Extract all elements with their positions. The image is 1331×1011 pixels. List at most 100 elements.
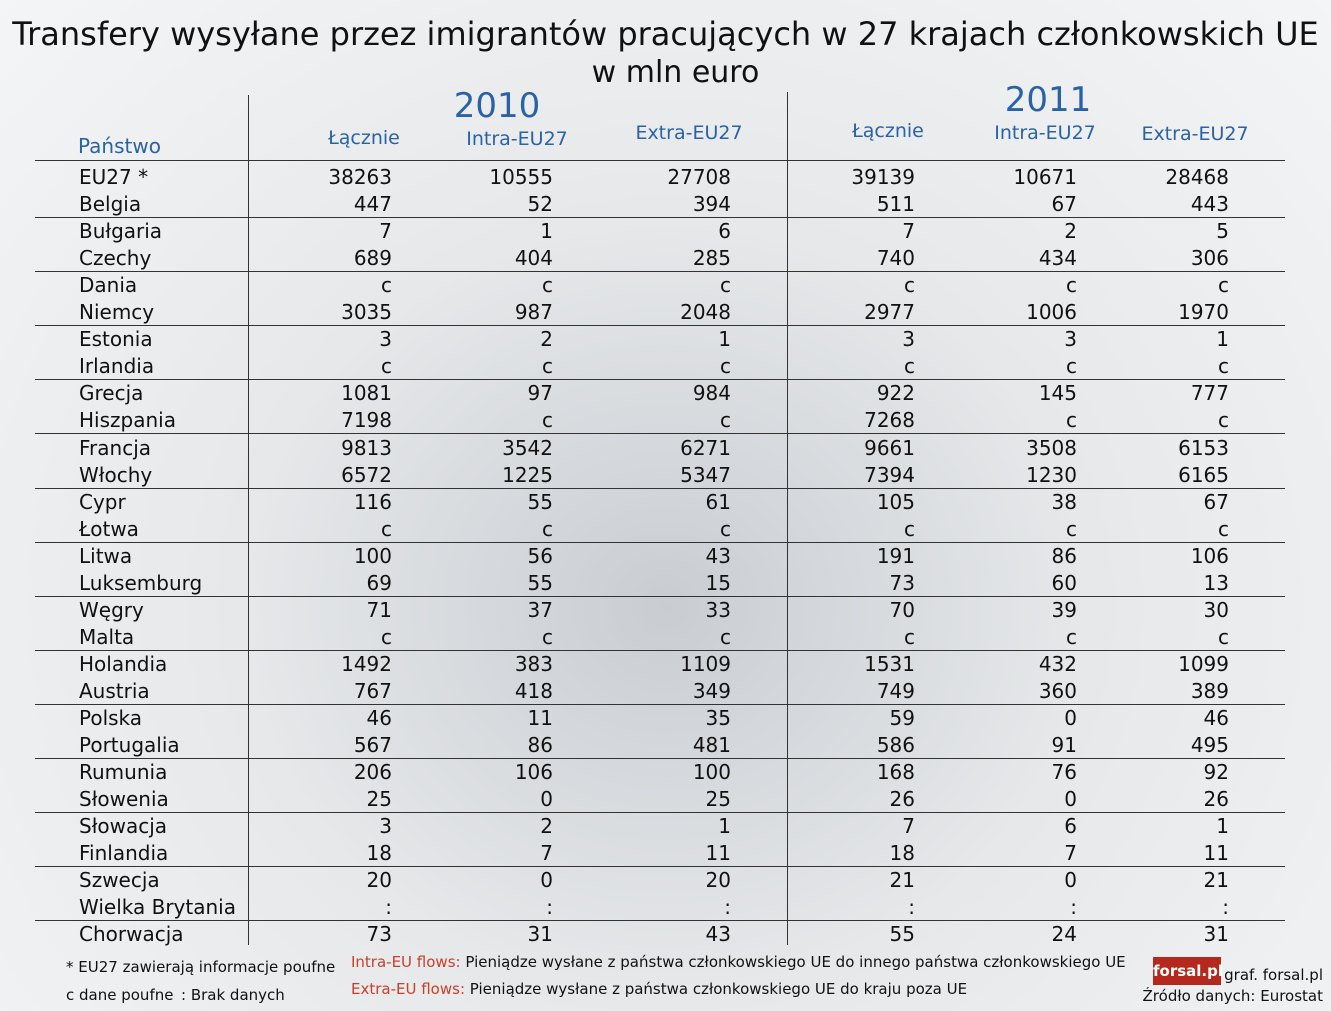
cell: 69 — [366, 570, 392, 595]
cell: 46 — [1203, 706, 1229, 730]
cell: 15 — [705, 570, 731, 595]
title: Transfery wysyłane przez imigrantów prac… — [12, 15, 1319, 53]
country: Malta — [79, 624, 135, 649]
subtitle: w mln euro — [591, 55, 760, 90]
cell: 100 — [353, 543, 392, 568]
cell: c — [1066, 273, 1077, 298]
country: Niemcy — [79, 300, 155, 325]
country: Hiszpania — [79, 408, 176, 433]
cell: 1230 — [1026, 462, 1077, 487]
cell: 86 — [527, 733, 553, 758]
cell: 6271 — [680, 435, 731, 460]
cell: 740 — [876, 246, 915, 271]
cell: 3 — [902, 327, 915, 352]
cell: c — [904, 273, 915, 298]
source: Źródło danych: Eurostat — [1142, 987, 1323, 1005]
cell: 2 — [1064, 219, 1077, 244]
cell: 404 — [514, 246, 553, 271]
cell: 0 — [540, 787, 553, 812]
cell: 73 — [889, 570, 915, 595]
cell: 20 — [366, 868, 392, 893]
cell: c — [1066, 624, 1077, 649]
country: Irlandia — [79, 354, 155, 379]
cell: 18 — [889, 841, 915, 866]
column-header: Intra-EU27 — [994, 122, 1096, 144]
cell: c — [542, 408, 553, 433]
cell: c — [904, 354, 915, 379]
cell: 1 — [540, 219, 553, 244]
cell: 116 — [353, 489, 392, 514]
cell: 418 — [514, 678, 553, 703]
column-header: Intra-EU27 — [466, 128, 568, 150]
legend-label: Intra-EU flows: — [351, 953, 461, 971]
cell: 2 — [540, 814, 553, 839]
country: Austria — [79, 678, 150, 703]
cell: 7394 — [864, 462, 915, 487]
cell: 7 — [1064, 841, 1077, 866]
cell: 38263 — [328, 165, 392, 189]
legend-line: Intra-EU flows: Pieniądze wysłane z pańs… — [351, 955, 1126, 970]
cell: 0 — [540, 868, 553, 893]
cell: 55 — [889, 922, 915, 947]
cell: 67 — [1203, 489, 1229, 514]
cell: : — [724, 895, 731, 920]
cell: 1531 — [864, 651, 915, 676]
cell: 586 — [876, 733, 915, 758]
cell: 3035 — [341, 300, 392, 325]
cell: c — [1218, 516, 1229, 541]
cell: 56 — [527, 543, 553, 568]
cell: 52 — [527, 192, 553, 217]
row-rule — [35, 217, 1285, 218]
cell: c — [1218, 273, 1229, 298]
column-header: Łącznie — [328, 127, 400, 149]
country: Cypr — [79, 489, 126, 514]
cell: 7 — [902, 219, 915, 244]
cell: c — [542, 273, 553, 298]
cell: 1225 — [502, 462, 553, 487]
cell: 7198 — [341, 408, 392, 433]
cell: 567 — [353, 733, 392, 758]
cell: 6 — [1064, 814, 1077, 839]
cell: 3 — [379, 327, 392, 352]
cell: 1970 — [1178, 300, 1229, 325]
cell: 389 — [1190, 678, 1229, 703]
cell: 383 — [514, 651, 553, 676]
cell: 495 — [1190, 733, 1229, 758]
cell: 7 — [902, 814, 915, 839]
cell: 91 — [1051, 733, 1077, 758]
country: Łotwa — [79, 516, 139, 541]
cell: 360 — [1038, 678, 1077, 703]
cell: 1 — [718, 814, 731, 839]
cell: 1492 — [341, 651, 392, 676]
country: Słowacja — [79, 814, 168, 839]
country-header: Państwo — [78, 134, 161, 158]
cell: 33 — [705, 597, 731, 622]
cell: 59 — [889, 706, 915, 730]
header-rule — [35, 160, 1285, 161]
cell: 73 — [366, 922, 392, 947]
cell: 777 — [1190, 381, 1229, 406]
cell: 1 — [1216, 814, 1229, 839]
cell: 11 — [527, 706, 553, 730]
cell: 11 — [705, 841, 731, 866]
cell: c — [542, 516, 553, 541]
footnote: * EU27 zawierają informacje poufne — [66, 958, 336, 976]
cell: 145 — [1038, 381, 1077, 406]
cell: 55 — [527, 489, 553, 514]
cell: 767 — [353, 678, 392, 703]
cell: c — [381, 354, 392, 379]
cell: 3542 — [502, 435, 553, 460]
cell: 987 — [514, 300, 553, 325]
cell: c — [542, 624, 553, 649]
row-rule — [35, 271, 1285, 272]
cell: 100 — [692, 760, 731, 785]
row-rule — [35, 704, 1285, 705]
cell: 70 — [889, 597, 915, 622]
cell: c — [381, 516, 392, 541]
cell: 5 — [1216, 219, 1229, 244]
footnote: : Brak danych — [181, 986, 285, 1004]
cell: 1006 — [1026, 300, 1077, 325]
cell: 28468 — [1165, 165, 1229, 189]
cell: 24 — [1051, 922, 1077, 947]
cell: c — [720, 354, 731, 379]
